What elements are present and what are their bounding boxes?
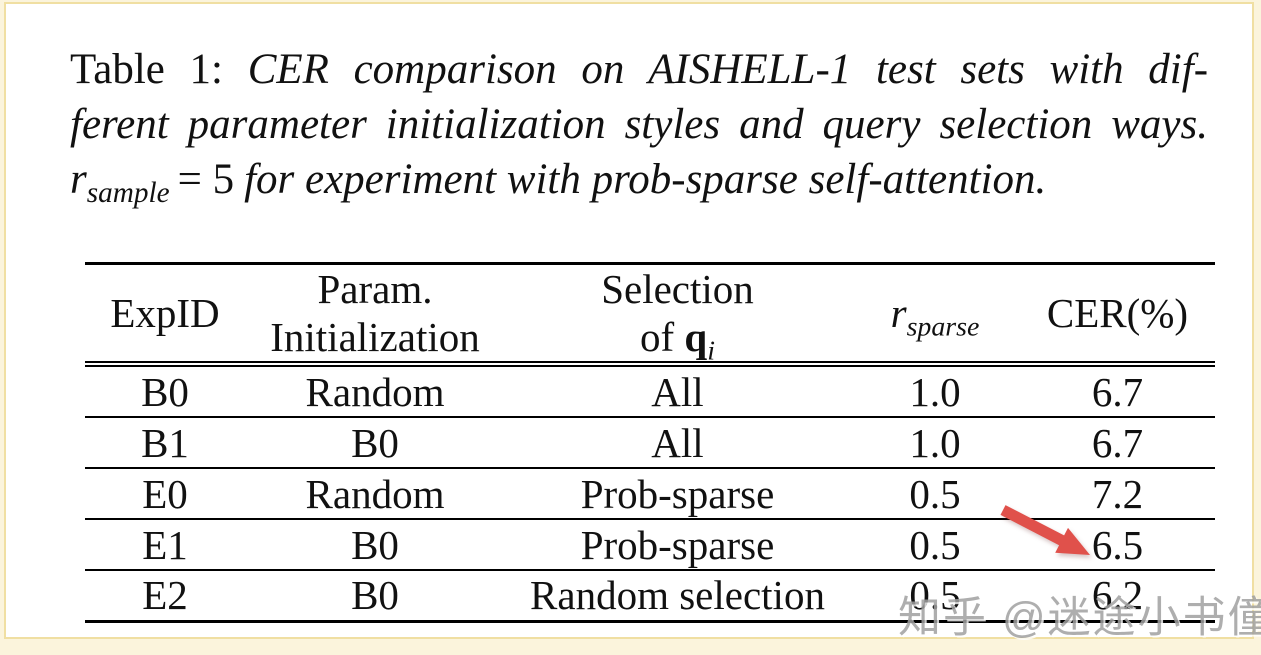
col-header-param-line2: Initialization (270, 314, 480, 360)
cell-expid: E1 (142, 521, 188, 568)
caption-label: Table 1: (70, 46, 224, 93)
col-header-expid-label: ExpID (110, 290, 220, 336)
cell-cer: 7.2 (1091, 470, 1144, 517)
col-header-cer-label: CER(%) (1046, 290, 1189, 336)
cell-rsparse: 1.0 (909, 368, 961, 415)
cell-selection: Random selection (530, 572, 825, 619)
caption-line-2-text: ferent parameter initialization styles a… (70, 101, 1208, 148)
cell-cer: 6.7 (1091, 368, 1144, 415)
col-header-selection-line2: of qi (505, 313, 850, 365)
col-header-r-symbol: r (890, 290, 907, 336)
cell-param-init: Random (305, 368, 445, 415)
col-header-q-symbol: q (684, 314, 708, 360)
col-header-param-line1: Param. (317, 266, 433, 312)
caption-line-3-text: for experiment with prob-sparse self-att… (244, 156, 1047, 203)
watermark-text: 知乎 @迷途小书僮 (898, 594, 1261, 642)
cell-expid: E0 (142, 470, 188, 517)
caption-line-2: ferent parameter initialization styles a… (70, 97, 1208, 152)
table-row-b0: B0 Random All 1.0 6.7 (85, 366, 1215, 417)
cell-param-init: B0 (351, 572, 399, 619)
col-header-of-label: of (640, 314, 685, 360)
cell-selection: Prob-sparse (580, 521, 775, 568)
cell-selection: All (651, 368, 704, 415)
cell-selection: Prob-sparse (580, 470, 775, 517)
cell-rsparse: 0.5 (909, 521, 961, 568)
double-rule-gap (85, 362, 1215, 366)
cell-cer: 6.7 (1091, 419, 1144, 466)
caption-math-sub-sample: sample (86, 176, 170, 209)
cell-selection: All (651, 419, 704, 466)
caption-math-r-sample: r (70, 156, 87, 203)
cell-rsparse: 0.5 (909, 572, 961, 619)
table-caption: Table 1: CER comparison on AISHELL-1 tes… (70, 42, 1208, 207)
table-header-row: ExpID Param. Initialization Selection of… (85, 264, 1215, 365)
cell-expid: B1 (141, 419, 189, 466)
table-row-e1: E1 B0 Prob-sparse 0.5 6.5 (85, 519, 1215, 570)
cell-cer: 6.2 (1091, 572, 1144, 619)
caption-line-1: Table 1: CER comparison on AISHELL-1 tes… (70, 42, 1208, 97)
col-header-rsparse: rsparse (850, 264, 1020, 363)
col-header-selection: Selection of qi (505, 264, 850, 365)
col-header-selection-line1: Selection (601, 266, 754, 312)
col-header-cer: CER(%) (1020, 264, 1215, 363)
cell-expid: E2 (142, 572, 188, 619)
table-row-b1: B1 B0 All 1.0 6.7 (85, 417, 1215, 468)
table-row-e0: E0 Random Prob-sparse 0.5 7.2 (85, 468, 1215, 519)
caption-math-equals-five: = 5 (177, 156, 235, 203)
cell-param-init: B0 (351, 521, 399, 568)
cell-cer-highlighted: 6.5 (1091, 521, 1144, 568)
col-header-param-init: Param. Initialization (245, 264, 505, 363)
col-header-r-subscript: sparse (906, 311, 980, 343)
cell-rsparse: 0.5 (909, 470, 961, 517)
col-header-q-subscript: i (707, 335, 715, 367)
results-table: ExpID Param. Initialization Selection of… (85, 262, 1215, 623)
caption-line-3: rsample = 5 for experiment with prob-spars… (70, 152, 1208, 207)
col-header-expid: ExpID (85, 264, 245, 363)
caption-line-1-text: CER comparison on AISHELL-1 test sets wi… (247, 46, 1209, 93)
table-row-e2: E2 B0 Random selection 0.5 6.2 (85, 570, 1215, 621)
cell-param-init: Random (305, 470, 445, 517)
cell-param-init: B0 (351, 419, 399, 466)
cell-expid: B0 (141, 368, 189, 415)
cell-rsparse: 1.0 (909, 419, 961, 466)
